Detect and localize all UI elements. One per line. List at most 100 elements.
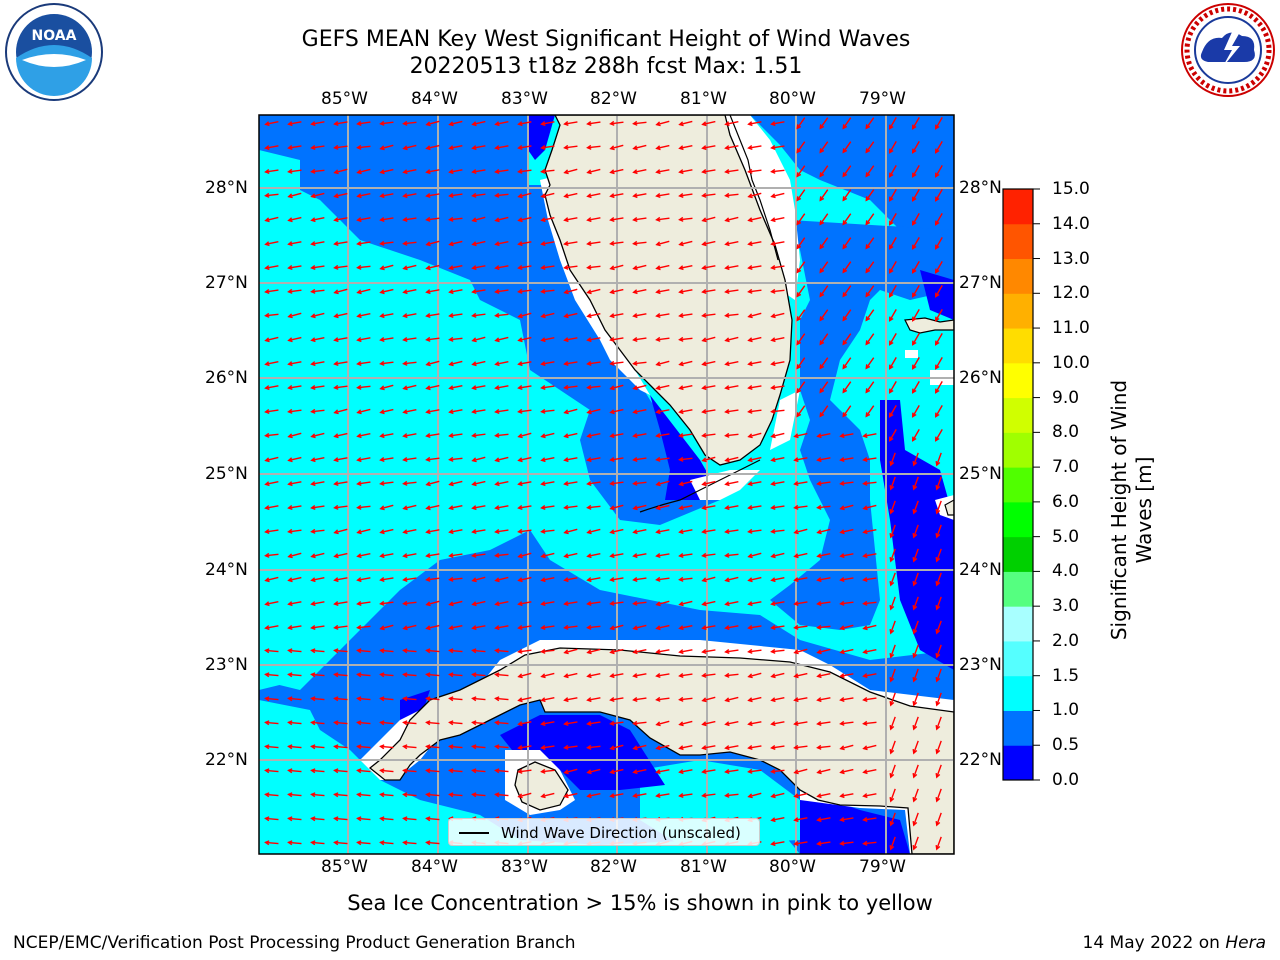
wave-direction-arrow [564, 288, 578, 294]
wave-direction-arrowhead [540, 577, 546, 583]
wave-direction-arrow [936, 668, 942, 682]
wave-direction-arrow [817, 577, 831, 581]
wave-direction-arrow [426, 480, 440, 486]
wave-direction-arrow [702, 720, 716, 726]
wave-direction-arrowhead [819, 148, 825, 154]
wave-direction-arrow [610, 793, 624, 797]
wave-direction-arrow [564, 672, 578, 678]
wave-direction-arrow [656, 673, 670, 677]
wave-direction-arrow [449, 120, 463, 126]
wave-direction-arrowhead [724, 672, 730, 678]
colorbar-segment [1003, 675, 1033, 711]
wave-direction-arrowhead [632, 529, 638, 535]
wave-direction-arrowhead [865, 220, 871, 226]
wave-direction-arrow [794, 432, 808, 438]
wave-direction-arrowhead [839, 840, 845, 846]
wave-direction-arrow [380, 624, 394, 630]
wave-direction-arrowhead [770, 457, 776, 463]
wave-direction-arrowhead [333, 577, 339, 583]
wave-direction-arrowhead [724, 768, 730, 774]
wave-direction-arrowhead [770, 553, 776, 559]
wave-direction-arrowhead [816, 433, 822, 439]
wave-direction-arrowhead [839, 600, 845, 606]
lat-label-right: 27°N [959, 273, 1002, 293]
wave-direction-arrowhead [724, 625, 730, 631]
wave-direction-arrowhead [517, 313, 523, 319]
wave-direction-arrow [449, 480, 463, 486]
wave-direction-arrow [288, 529, 302, 533]
wave-direction-arrowhead [264, 768, 270, 774]
wave-direction-arrowhead [912, 701, 918, 707]
wave-direction-arrowhead [889, 749, 895, 755]
wave-direction-arrow [380, 769, 394, 773]
wave-direction-arrowhead [540, 553, 546, 559]
wave-direction-arrowhead [540, 408, 546, 414]
wave-direction-arrowhead [494, 672, 500, 678]
wave-direction-arrowhead [310, 433, 316, 439]
wave-direction-arrowhead [356, 624, 362, 630]
wave-direction-arrow [890, 668, 896, 682]
wave-direction-arrowhead [563, 289, 569, 295]
lat-label-right: 22°N [959, 750, 1002, 770]
wave-direction-arrow [587, 241, 601, 245]
wave-direction-arrow [518, 792, 532, 798]
wave-direction-arrowhead [935, 485, 941, 491]
wave-direction-arrowhead [889, 677, 895, 683]
map-frame [258, 114, 955, 855]
wave-direction-arrow [564, 408, 578, 414]
wave-direction-arrow [679, 504, 693, 510]
wave-direction-arrowhead [816, 744, 822, 750]
wave-direction-arrow [472, 697, 486, 701]
wave-direction-arrowhead [379, 480, 385, 486]
wave-direction-arrowhead [471, 672, 477, 678]
wave-direction-arrowhead [770, 744, 776, 750]
wave-direction-arrow [633, 384, 647, 390]
wave-direction-arrow [771, 552, 785, 558]
wave-direction-arrow [633, 768, 647, 774]
wave-direction-arrow [748, 456, 762, 462]
wave-direction-arrow [679, 289, 693, 293]
wave-direction-arrow [725, 360, 739, 366]
wave-direction-arrowhead [563, 673, 569, 679]
wave-direction-arrowhead [425, 768, 431, 774]
wave-direction-arrow [842, 213, 852, 225]
wave-direction-arrowhead [586, 697, 592, 703]
wave-direction-arrowhead [655, 553, 661, 559]
wave-direction-arrowhead [563, 624, 569, 630]
wave-direction-arrow [890, 788, 896, 802]
wave-direction-arrowhead [287, 577, 293, 583]
nws-logo [1181, 3, 1275, 97]
wave-direction-arrow [771, 216, 785, 222]
wave-direction-arrow [656, 504, 670, 510]
wave-direction-arrowhead [425, 385, 431, 391]
wave-direction-arrow [794, 697, 808, 701]
wave-direction-arrow [587, 168, 601, 174]
wave-direction-arrow [288, 121, 302, 125]
wave-direction-arrow [518, 481, 532, 485]
wave-direction-arrowhead [471, 552, 477, 558]
wave-direction-arrowhead [862, 793, 868, 799]
wave-direction-arrow [748, 745, 762, 749]
wave-direction-arrowhead [678, 696, 684, 702]
wave-direction-arrow [656, 697, 670, 701]
wave-direction-arrowhead [747, 457, 753, 463]
wave-direction-arrow [564, 577, 578, 581]
wave-direction-arrowhead [563, 744, 569, 750]
wave-direction-arrow [311, 192, 325, 198]
colorbar-tick-label: 3.0 [1052, 596, 1080, 617]
wave-direction-arrow [842, 357, 852, 369]
wave-direction-arrow [403, 697, 417, 701]
wave-direction-arrowhead [379, 792, 385, 798]
wave-direction-arrowhead [796, 220, 802, 226]
lat-label-right: 23°N [959, 655, 1002, 675]
wave-direction-arrow [863, 841, 877, 845]
wave-direction-arrow [796, 141, 806, 153]
wave-direction-arrow [495, 169, 509, 173]
wave-direction-arrow [748, 289, 762, 293]
wave-direction-arrowhead [586, 120, 592, 126]
wave-direction-arrowhead [862, 840, 868, 846]
wave-direction-arrowhead [517, 793, 523, 799]
wave-direction-arrowhead [287, 265, 293, 271]
wave-direction-arrow [357, 312, 371, 318]
wave-direction-arrowhead [356, 768, 362, 774]
